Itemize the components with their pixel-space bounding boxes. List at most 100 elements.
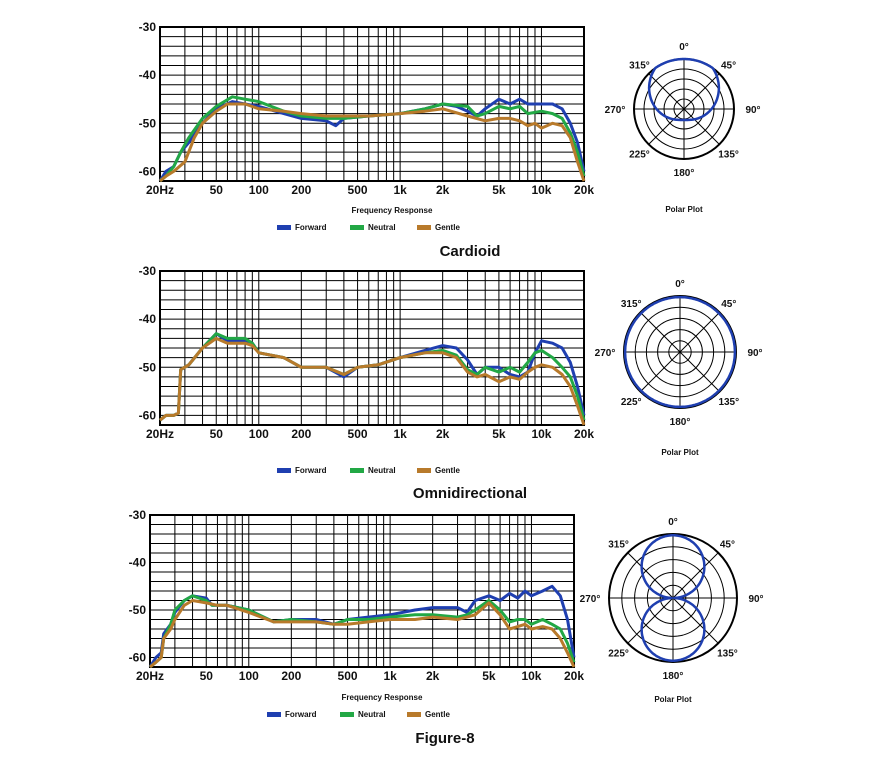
x-tick-label: 50 (210, 183, 224, 197)
polar-spoke (648, 73, 720, 145)
polar-angle-label: 225° (608, 648, 629, 659)
polar-angle-label: 225° (621, 397, 642, 408)
legend-swatch (277, 468, 291, 473)
polar-plot-label: Polar Plot (661, 448, 699, 457)
response-chart-1: -30 -40 -50 -60 20Hz 50 100 200 500 1k 2k 5k 10k 20k F… (139, 20, 595, 260)
polar-pattern-curve (623, 295, 737, 409)
x-tick-label: 5k (482, 669, 496, 683)
x-tick-label: 5k (492, 183, 506, 197)
legend-label: Neutral (358, 710, 386, 719)
polar-angle-label: 180° (674, 168, 695, 179)
polar-angle-label: 45° (721, 60, 736, 71)
polar-plot: 0° 45° 90° 135° 180° 225° 270° 315° Polar Plot (605, 42, 761, 214)
legend-label: Forward (295, 466, 327, 475)
x-tick-label: 10k (531, 183, 551, 197)
chart-grid (160, 26, 584, 182)
x-tick-label: 20k (574, 427, 594, 441)
legend-label: Gentle (425, 710, 450, 719)
legend-label: Neutral (368, 223, 396, 232)
chart-title: Figure-8 (415, 730, 474, 747)
polar-plot-label: Polar Plot (654, 695, 692, 704)
x-tick-label: 1k (393, 427, 407, 441)
y-tick-label: -60 (139, 164, 157, 178)
polar-angle-label: 315° (629, 60, 650, 71)
y-tick-label: -60 (139, 408, 157, 422)
x-tick-label: 20k (574, 183, 594, 197)
response-chart-3: -30 -40 -50 -60 20Hz 50 100 200 500 1k 2k 5k 10k 20k F… (129, 508, 585, 747)
x-tick-label: 500 (348, 183, 368, 197)
series-line-gentle (149, 599, 576, 669)
x-axis-label: Frequency Response (352, 206, 433, 215)
legend-label: Forward (285, 710, 317, 719)
polar-plot-label: Polar Plot (665, 205, 703, 214)
x-tick-label: 20Hz (146, 427, 174, 441)
y-tick-label: -40 (139, 312, 157, 326)
x-tick-label: 100 (239, 669, 259, 683)
x-tick-label: 200 (291, 183, 311, 197)
legend-label: Gentle (435, 466, 460, 475)
y-tick-label: -40 (129, 556, 147, 570)
x-tick-label: 500 (338, 669, 358, 683)
y-tick-label: -30 (139, 264, 157, 278)
polar-angle-label: 0° (679, 42, 689, 53)
x-tick-label: 1k (393, 183, 407, 197)
x-tick-label: 50 (200, 669, 214, 683)
polar-plot: 0° 45° 90° 135° 180° 225° 270° 315° Polar Plot (595, 279, 763, 457)
legend-swatch (267, 712, 281, 717)
y-tick-label: -60 (129, 651, 147, 665)
x-tick-label: 1k (383, 669, 397, 683)
x-tick-label: 50 (210, 427, 224, 441)
chart-legend: Forward Neutral Gentle (277, 223, 460, 232)
x-tick-label: 100 (249, 183, 269, 197)
polar-angle-label: 45° (721, 299, 736, 310)
chart-legend: Forward Neutral Gentle (277, 466, 460, 475)
y-tick-label: -50 (129, 603, 147, 617)
x-axis-label: Frequency Response (342, 693, 423, 702)
polar-angle-label: 90° (748, 594, 763, 605)
polar-angle-label: 270° (580, 594, 601, 605)
plot-frame (159, 26, 585, 182)
polar-angle-label: 225° (629, 150, 650, 161)
legend-label: Forward (295, 223, 327, 232)
series-line-gentle (159, 336, 586, 426)
series-line-neutral (149, 594, 576, 669)
plot-frame (149, 514, 575, 668)
y-tick-label: -50 (139, 116, 157, 130)
polar-angle-label: 0° (675, 279, 685, 290)
chart-grid (150, 514, 574, 668)
chart-legend: Forward Neutral Gentle (267, 710, 450, 719)
x-tick-label: 2k (436, 427, 450, 441)
polar-angle-label: 0° (668, 517, 678, 528)
y-tick-label: -30 (139, 20, 157, 34)
x-tick-label: 100 (249, 427, 269, 441)
legend-swatch (277, 225, 291, 230)
y-tick-label: -50 (139, 360, 157, 374)
legend-swatch (340, 712, 354, 717)
chart-grid (160, 270, 584, 426)
legend-label: Neutral (368, 466, 396, 475)
polar-pattern-curve (640, 534, 706, 662)
polar-pattern-curve (647, 57, 721, 122)
x-tick-label: 2k (436, 183, 450, 197)
x-tick-label: 20k (564, 669, 584, 683)
polar-spoke (640, 312, 720, 392)
plot-frame (159, 270, 585, 426)
legend-swatch (350, 225, 364, 230)
polar-angle-label: 135° (717, 648, 738, 659)
polar-angle-label: 90° (747, 348, 762, 359)
x-tick-label: 5k (492, 427, 506, 441)
series-line-forward (158, 97, 586, 182)
polar-angle-label: 135° (718, 397, 739, 408)
series-line-neutral (159, 95, 586, 183)
x-tick-label: 10k (531, 427, 551, 441)
x-tick-label: 500 (348, 427, 368, 441)
polar-angle-label: 270° (605, 105, 626, 116)
legend-swatch (407, 712, 421, 717)
polar-angle-label: 180° (670, 417, 691, 428)
series-line-gentle (159, 102, 586, 183)
series-line-forward (148, 584, 576, 668)
chart-title: Cardioid (440, 243, 501, 260)
response-chart-2: -30 -40 -50 -60 20Hz 50 100 200 500 1k 2k 5k 10k 20k F… (139, 264, 595, 502)
x-tick-label: 2k (426, 669, 440, 683)
